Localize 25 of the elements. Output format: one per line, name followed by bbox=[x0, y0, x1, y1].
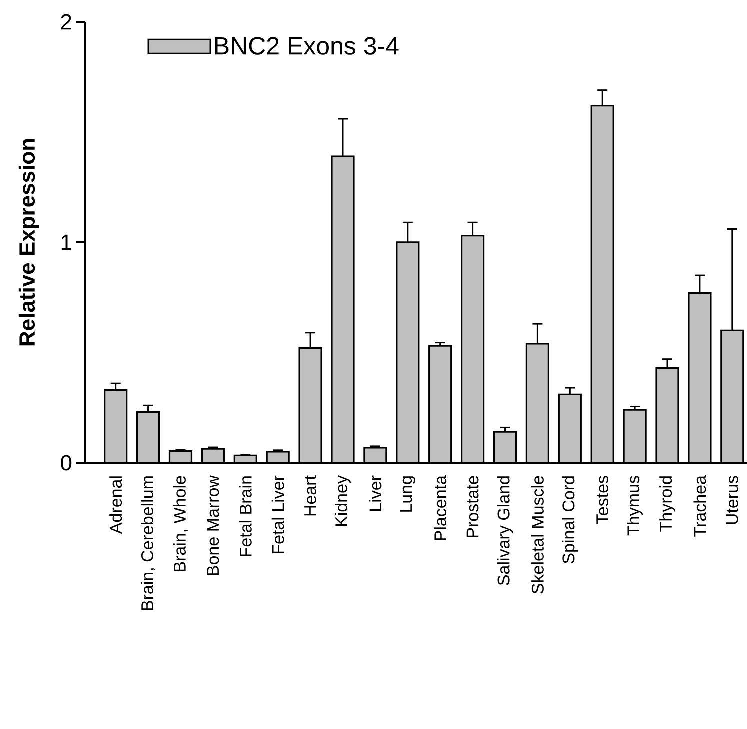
x-tick-label: Brain, Cerebellum bbox=[141, 476, 156, 610]
y-tick-label: 1 bbox=[62, 234, 72, 250]
x-tick-label: Thymus bbox=[627, 476, 643, 536]
x-tick-label: Salivary Gland bbox=[497, 476, 514, 586]
x-tick-label: Skeletal Muscle bbox=[531, 476, 544, 594]
x-tick-label: Bone Marrow bbox=[207, 476, 220, 576]
x-tick-label: Fetal Liver bbox=[272, 476, 284, 554]
x-tick-label: Heart bbox=[304, 476, 316, 516]
x-tick-label: Brain, Whole bbox=[173, 476, 188, 572]
y-tick-label: 0 bbox=[61, 455, 72, 471]
x-tick-label: Placenta bbox=[434, 476, 447, 540]
x-tick-label: Testes bbox=[596, 476, 609, 524]
y-axis-title: Relative Expression bbox=[18, 139, 40, 346]
legend-label: BNC2 Exons 3-4 bbox=[215, 37, 399, 55]
x-tick-label: Liver bbox=[369, 476, 382, 511]
x-tick-label: Adrenal bbox=[110, 476, 122, 534]
x-tick-label: Prostate bbox=[466, 476, 479, 538]
x-tick-label: Spinal Cord bbox=[562, 476, 578, 564]
x-tick-label: Trachea bbox=[694, 476, 706, 537]
x-tick-label: Thyroid bbox=[660, 476, 676, 532]
x-tick-label: Lung bbox=[400, 476, 416, 512]
x-tick-label: Kidney bbox=[335, 476, 351, 526]
y-tick-label: 2 bbox=[61, 14, 72, 30]
x-tick-label: Uterus bbox=[726, 476, 738, 524]
x-tick-label: Fetal Brain bbox=[239, 476, 252, 556]
